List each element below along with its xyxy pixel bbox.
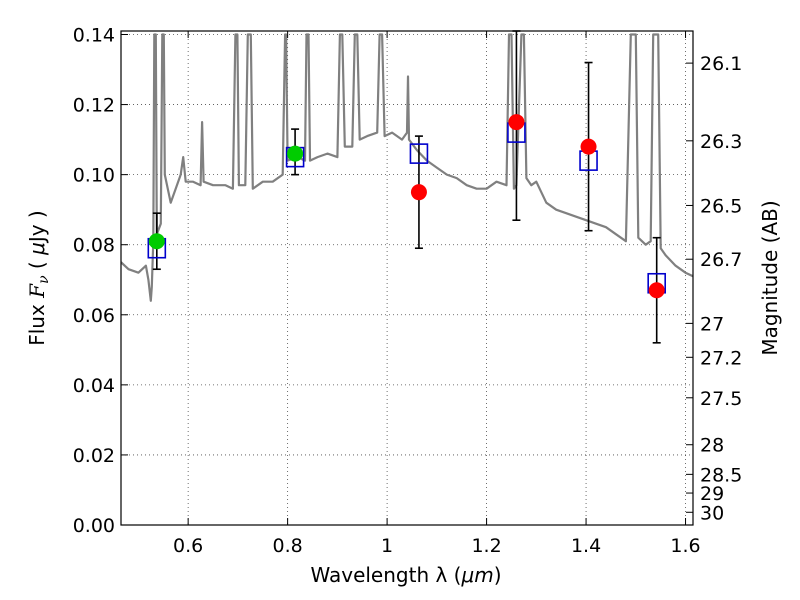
x-tick-label: 1.4 — [571, 535, 601, 557]
weak-detection-point — [580, 138, 597, 155]
x-tick-label: 1.2 — [471, 535, 501, 557]
y-tick-label: 0.14 — [73, 25, 115, 47]
spectrum-line — [121, 33, 693, 302]
y-tick-label: 0.06 — [73, 305, 115, 327]
x-axis-label: Wavelength λ (μm) — [310, 563, 501, 587]
mag-tick-label: 27.2 — [700, 347, 742, 369]
mag-tick-label: 26.5 — [700, 195, 742, 217]
y-tick-label: 0.04 — [73, 375, 115, 397]
weak-detection-point — [648, 282, 665, 299]
mag-tick-label: 26.3 — [700, 131, 742, 153]
detection-point — [287, 145, 304, 162]
mag-tick-label: 27 — [700, 313, 724, 335]
mag-tick-label: 26.1 — [700, 53, 742, 75]
grid — [121, 31, 693, 525]
mag-tick-label: 28 — [700, 435, 724, 457]
weak-detection-point — [508, 114, 525, 131]
y2-axis-label: Magnitude (AB) — [758, 200, 782, 355]
y-tick-label: 0.12 — [73, 95, 115, 117]
weak-detection-point — [410, 184, 427, 201]
x-tick-label: 0.6 — [173, 535, 203, 557]
x-tick-label: 1 — [381, 535, 393, 557]
model-photometry-square — [409, 143, 429, 164]
x-tick-label: 0.8 — [273, 535, 303, 557]
detection-point — [148, 233, 165, 250]
mag-tick-label: 29 — [700, 483, 724, 505]
ticks: 0.6 0.8 1 1.2 1.4 1.6 0.00 0.02 0.04 0.06 0.08 0.10… — [73, 25, 743, 557]
mag-tick-label: 28.5 — [700, 464, 742, 486]
mag-tick-label: 26.7 — [700, 249, 742, 271]
x-tick-label: 1.6 — [670, 535, 700, 557]
y-axis-label: Flux Fν ( μJy ) — [25, 210, 52, 346]
y-tick-label: 0.00 — [73, 515, 115, 537]
markers — [147, 114, 666, 299]
y-tick-label: 0.08 — [73, 235, 115, 257]
mag-tick-label: 30 — [700, 502, 724, 524]
mag-tick-label: 27.5 — [700, 388, 742, 410]
plot-frame — [120, 30, 694, 526]
y-tick-label: 0.02 — [73, 445, 115, 467]
y-tick-label: 0.10 — [73, 165, 115, 187]
data-layer — [121, 33, 693, 302]
